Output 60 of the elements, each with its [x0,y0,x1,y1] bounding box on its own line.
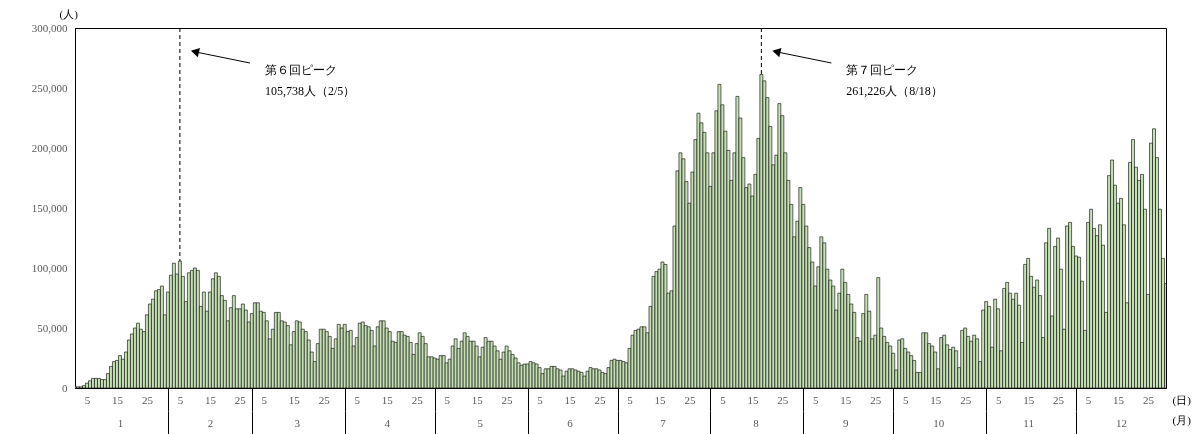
x-tick-label: 15 [1023,393,1035,406]
x-tick-label: 15 [204,393,217,406]
annotation: 第７回ピーク 261,226人（8/18） [846,63,943,98]
x-tick-label: 15 [930,393,942,406]
x-tick-label: 15 [564,393,577,406]
x2-tick-label: 11 [1023,416,1034,429]
y-tick-label: 0 [62,381,68,394]
x-tick-label: 25 [594,393,607,406]
x2-tick-label: 4 [384,416,391,429]
x-tick-label: 25 [960,393,972,406]
x-tick-label: 15 [747,393,759,406]
x-tick-label: 15 [111,393,124,406]
y-tick-label: 200,000 [31,141,68,154]
x-tick-label: 5 [177,393,184,406]
x-tick-label: 25 [141,393,154,406]
x-tick-label: 25 [684,393,696,406]
x-tick-label: 5 [354,393,361,406]
x2-tick-label: 9 [843,416,850,429]
x2-tick-label: 10 [933,416,945,429]
x-tick-label: 15 [471,393,484,406]
x-tick-label: 5 [1085,393,1092,406]
x-tick-label: 25 [234,393,247,406]
x-tick-label: 15 [288,393,301,406]
x-tick-label: 25 [1053,393,1065,406]
y-tick-label: 50,000 [37,321,68,334]
x-tick-label: 25 [411,393,424,406]
x-tick-label: 25 [1143,393,1155,406]
x-tick-label: 15 [1113,393,1125,406]
x2-tick-label: 1 [117,416,124,429]
y-tick-label: 150,000 [31,201,68,214]
x2-tick-label: 2 [207,416,214,429]
y-tick-label: 250,000 [31,81,68,94]
x-tick-label: 5 [995,393,1002,406]
x-tick-label: 5 [720,393,727,406]
x-tick-label: 5 [813,393,820,406]
x-tick-label: 15 [381,393,394,406]
x2-axis-title: (月) [1172,413,1192,427]
x-tick-label: 5 [261,393,268,406]
x2-tick-label: 3 [294,416,301,429]
y-tick-label: 100,000 [31,261,68,274]
annotation: 第６回ピーク 105,738人（2/5） [264,63,356,98]
x-tick-label: 5 [444,393,451,406]
y-tick-label: 300,000 [31,21,68,34]
x2-tick-label: 12 [1116,416,1128,429]
x2-tick-label: 5 [477,416,484,429]
x2-tick-label: 7 [660,416,667,429]
x2-tick-label: 8 [753,416,760,429]
x-tick-label: 5 [537,393,544,406]
y-axis-title: (人) [59,7,79,21]
x-tick-label: 25 [501,393,514,406]
x-tick-label: 5 [627,393,634,406]
x-axis-title: (日) [1172,393,1192,407]
x-tick-label: 15 [654,393,666,406]
x2-tick-label: 6 [567,416,574,429]
x-tick-label: 25 [870,393,882,406]
x-tick-label: 15 [840,393,852,406]
x-tick-label: 5 [84,393,91,406]
x-tick-label: 25 [318,393,331,406]
x-tick-label: 5 [902,393,909,406]
x-tick-label: 25 [777,393,789,406]
